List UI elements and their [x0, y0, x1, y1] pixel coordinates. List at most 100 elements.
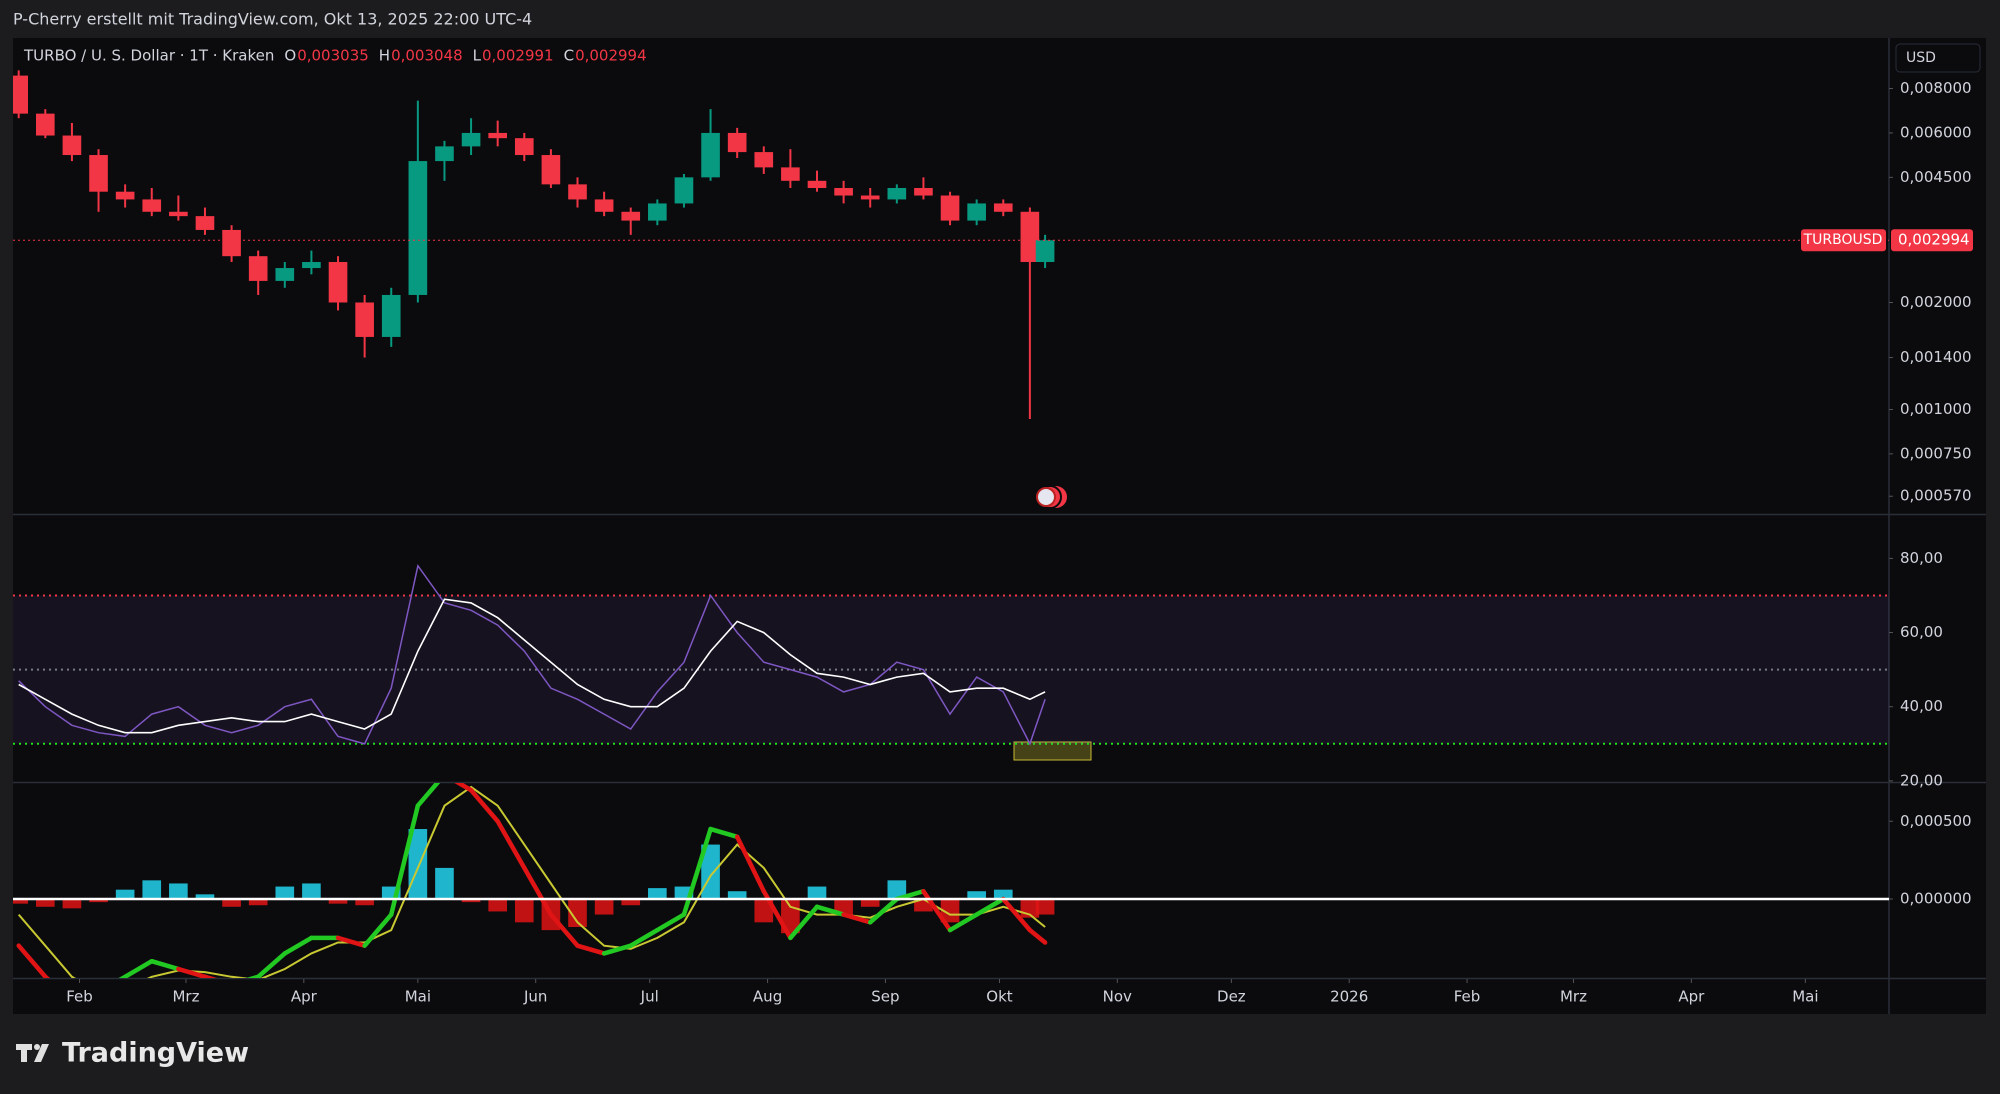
macd-segment: [1001, 896, 1033, 933]
y-tick-label: 20,00: [1900, 771, 1943, 789]
candle-body: [169, 211, 188, 217]
y-tick-label: 0,000750: [1900, 444, 1972, 462]
macd-segment: [788, 904, 820, 941]
histogram-bar: [514, 899, 534, 923]
candle-body: [355, 302, 374, 337]
histogram-bar: [89, 899, 108, 903]
x-tick-label: Feb: [1454, 988, 1481, 1006]
highlight-box: [1013, 741, 1092, 761]
macd-segment: [522, 865, 554, 917]
ohlc-key: H: [379, 47, 390, 65]
candle-body: [222, 229, 241, 257]
candle-body: [514, 138, 534, 156]
macd-segment: [601, 943, 633, 956]
macd-segment: [548, 912, 580, 948]
candle-body: [302, 262, 321, 269]
last-price-label: 0,002994: [1898, 231, 1970, 249]
histogram-bar: [754, 899, 774, 923]
candle-body: [195, 216, 215, 230]
candle-body: [887, 187, 907, 200]
flag-icon[interactable]: [1036, 487, 1056, 507]
y-tick-label: 60,00: [1900, 623, 1943, 641]
macd-segment: [655, 912, 687, 933]
histogram-bar: [887, 880, 907, 900]
candle-body: [35, 113, 55, 136]
currency[interactable]: USD: [1906, 50, 1936, 66]
candle-body: [807, 180, 827, 188]
macd-segment: [282, 935, 314, 956]
y-tick-label: 0,001000: [1900, 400, 1972, 418]
candle-body: [594, 199, 614, 212]
y-tick-label: 0,000570: [1900, 487, 1972, 505]
macd-segment: [468, 787, 500, 824]
macd-segment: [894, 888, 926, 902]
histogram-bar: [408, 829, 428, 900]
histogram-bar: [568, 899, 587, 927]
candle-body: [1020, 211, 1040, 263]
candle-body: [13, 75, 29, 114]
candle-body: [940, 195, 960, 221]
histogram-bar: [142, 880, 162, 900]
histogram-bar: [435, 867, 454, 900]
rsi-line: [18, 563, 1046, 746]
y-tick-label: 0,000000: [1900, 890, 1972, 908]
candle-body: [62, 135, 82, 156]
macd-segment: [149, 958, 181, 972]
macd-segment: [362, 912, 394, 948]
macd-segment: [841, 912, 873, 925]
candle-body: [701, 132, 720, 178]
y-tick-label: 40,00: [1900, 697, 1943, 715]
macd-segment: [681, 826, 713, 917]
histogram-bar: [115, 889, 135, 900]
x-tick-label: Mai: [405, 988, 431, 1006]
histogram-bar: [275, 886, 295, 900]
logo-text[interactable]: TradingView: [62, 1038, 249, 1069]
candle-body: [1035, 240, 1055, 263]
macd-segment: [814, 904, 846, 917]
x-tick-label: Apr: [1678, 988, 1705, 1006]
histogram-bar: [940, 899, 960, 923]
logo-mark[interactable]: [16, 1044, 49, 1062]
candle-body: [674, 177, 694, 204]
y-tick-label: 0,008000: [1900, 79, 1972, 97]
macd-segment: [575, 943, 607, 956]
histogram-bar: [222, 899, 241, 907]
macd-segment: [974, 896, 1006, 917]
histogram-bar: [834, 899, 853, 915]
candle-body: [541, 155, 561, 185]
candle-body: [834, 187, 853, 196]
candle-body: [568, 184, 587, 200]
logo[interactable]: TradingView: [16, 1038, 249, 1069]
y-tick-label: 0,004500: [1900, 168, 1972, 186]
x-tick-label: 2026: [1330, 988, 1368, 1006]
candle-body: [328, 262, 348, 303]
ohlc-value: 0,003035: [297, 47, 369, 65]
histogram-bar: [355, 899, 374, 906]
candle-body: [142, 199, 162, 212]
x-tick-label: Nov: [1103, 988, 1132, 1006]
macd-segment: [628, 927, 660, 948]
histogram-bar: [993, 889, 1013, 900]
histogram-bar: [62, 899, 82, 909]
candle-body: [435, 146, 454, 162]
macd-segment: [734, 834, 767, 894]
histogram-bar: [195, 894, 215, 900]
candle-body: [248, 256, 268, 281]
histogram-bar: [248, 899, 268, 906]
macd-segment: [388, 803, 421, 917]
candle-body: [648, 203, 667, 221]
currency-box[interactable]: [1895, 43, 1981, 73]
event-icon[interactable]: [1036, 485, 1067, 509]
ohlc-value: 0,003048: [391, 47, 463, 65]
histogram-bar: [461, 899, 481, 903]
histogram-bar: [1035, 899, 1055, 915]
macd-segment: [16, 943, 48, 978]
x-tick-label: Mrz: [1560, 988, 1587, 1006]
logo-dot[interactable]: [34, 1044, 40, 1050]
macd-segment: [454, 783, 474, 793]
macd-segment: [255, 951, 288, 978]
pane-plot: [13, 563, 1889, 746]
macd-segment: [1027, 927, 1048, 945]
y-tick-label: 0,001400: [1900, 348, 1972, 366]
